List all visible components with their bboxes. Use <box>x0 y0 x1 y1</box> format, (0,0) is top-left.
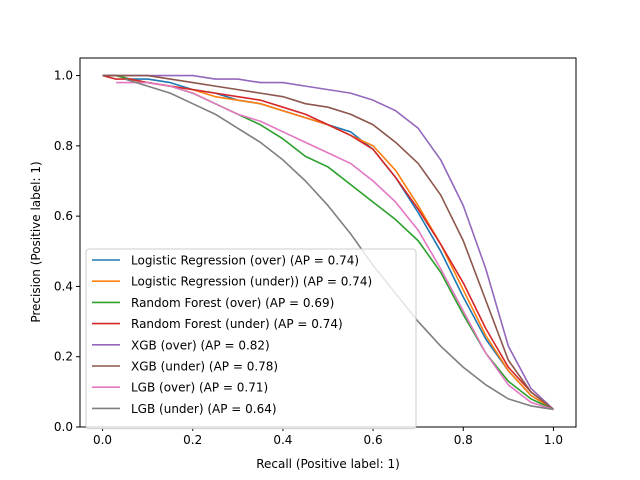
legend-label: LGB (under) (AP = 0.64) <box>131 402 277 416</box>
y-axis-label: Precision (Positive label: 1) <box>29 161 43 322</box>
y-tick-label: 0.6 <box>54 209 73 223</box>
series-line-7 <box>124 78 554 411</box>
x-tick-label: 0.4 <box>273 433 292 447</box>
x-tick-label: 1.0 <box>544 433 563 447</box>
series-line-6 <box>116 81 554 411</box>
y-tick-label: 0.8 <box>54 139 73 153</box>
y-tick-label: 0.4 <box>54 279 73 293</box>
curves-layer <box>102 74 554 411</box>
legend-label: Logistic Regression (under)) (AP = 0.74) <box>131 275 372 289</box>
x-axis-ticks: 0.0 0.2 0.4 0.6 0.8 1.0 <box>93 427 563 447</box>
y-tick-label: 0.2 <box>54 350 73 364</box>
legend-label: XGB (under) (AP = 0.78) <box>131 360 278 374</box>
x-tick-label: 0.8 <box>454 433 473 447</box>
y-axis-ticks: 0.0 0.2 0.4 0.6 0.8 1.0 <box>54 69 80 434</box>
legend-box <box>85 248 417 430</box>
y-tick-label: 1.0 <box>54 69 73 83</box>
legend-label: Logistic Regression (over) (AP = 0.74) <box>131 254 359 268</box>
legend-label: Random Forest (over) (AP = 0.69) <box>131 296 334 310</box>
x-tick-label: 0.2 <box>183 433 202 447</box>
legend-label: Random Forest (under) (AP = 0.74) <box>131 317 343 331</box>
x-tick-label: 0.0 <box>93 433 112 447</box>
x-axis-label: Recall (Positive label: 1) <box>256 457 400 471</box>
x-tick-label: 0.6 <box>364 433 383 447</box>
legend-label: XGB (over) (AP = 0.82) <box>131 338 270 352</box>
series-line-5 <box>102 74 554 411</box>
y-tick-label: 0.0 <box>54 420 73 434</box>
legend: Logistic Regression (over) (AP = 0.74) Lo… <box>85 248 417 430</box>
series-line-4 <box>102 74 554 411</box>
legend-label: LGB (over) (AP = 0.71) <box>131 381 268 395</box>
